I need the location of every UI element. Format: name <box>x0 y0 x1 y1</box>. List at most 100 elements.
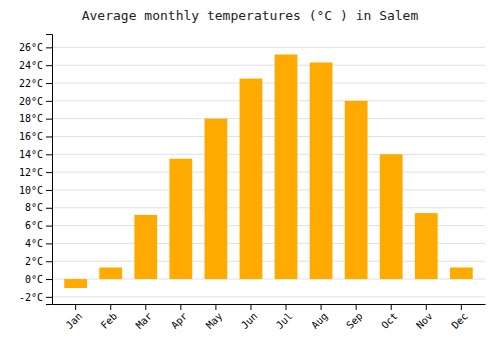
x-tick-label: Apr <box>169 310 190 331</box>
bar <box>345 101 368 279</box>
y-tick-mark <box>46 154 52 155</box>
bar <box>134 215 157 279</box>
x-tick: Jun <box>239 304 260 331</box>
y-tick-label: 14°C <box>19 149 43 160</box>
x-tick-label: Mar <box>134 310 155 331</box>
x-tick-mark <box>286 304 287 310</box>
y-tick-mark <box>46 261 52 262</box>
bar <box>310 63 333 280</box>
x-axis-line <box>53 304 486 305</box>
x-tick-mark <box>145 304 146 310</box>
x-tick: Jul <box>274 304 295 331</box>
x-tick-label: Oct <box>379 310 400 331</box>
y-tick-label: 4°C <box>25 238 43 249</box>
x-tick: Dec <box>449 304 470 331</box>
x-tick-mark <box>356 304 357 310</box>
x-tick: Feb <box>99 304 120 331</box>
y-tick: -2°C <box>19 292 52 303</box>
grid-line <box>52 296 485 297</box>
grid-line <box>52 172 485 173</box>
y-tick-mark <box>46 101 52 102</box>
x-tick-label: Sep <box>344 310 365 331</box>
x-tick: Nov <box>414 304 435 331</box>
y-tick: 26°C <box>19 42 52 53</box>
x-tick-mark <box>180 304 181 310</box>
y-tick-mark <box>46 190 52 191</box>
y-tick: 18°C <box>19 113 52 124</box>
y-tick-mark <box>46 297 52 298</box>
y-tick-mark <box>46 47 52 48</box>
chart-svg: -2°C 0°C 2°C 4°C 6°C 8°C 10°C 12°C 14°C 16°C 18°C 2… <box>0 0 500 350</box>
x-tick: Jan <box>64 304 85 331</box>
y-tick-mark <box>46 208 52 209</box>
y-tick-mark <box>46 243 52 244</box>
plot-area: -2°C 0°C 2°C 4°C 6°C 8°C 10°C 12°C 14°C 16°C 18°C 2… <box>19 35 486 331</box>
y-tick-mark <box>46 119 52 120</box>
y-tick-mark <box>46 65 52 66</box>
y-tick-label: 24°C <box>19 60 43 71</box>
y-tick: 12°C <box>19 167 52 178</box>
y-tick-label: 6°C <box>25 220 43 231</box>
y-tick-label: 8°C <box>25 202 43 213</box>
y-tick: 14°C <box>19 149 52 160</box>
x-tick-mark <box>391 304 392 310</box>
y-tick-mark <box>46 279 52 280</box>
grid-line <box>52 207 485 208</box>
x-tick: Apr <box>169 304 190 331</box>
y-tick: 4°C <box>25 238 52 249</box>
y-tick-mark <box>46 172 52 173</box>
x-tick-label: Dec <box>449 310 470 331</box>
y-axis-line <box>46 35 53 305</box>
x-tick-label: Aug <box>309 310 330 331</box>
x-tick-label: Feb <box>99 310 120 331</box>
x-tick-label: Jul <box>274 310 295 331</box>
y-tick-label: 12°C <box>19 167 43 178</box>
grid-line <box>52 136 485 137</box>
y-tick-label: 20°C <box>19 96 43 107</box>
bar <box>169 159 192 279</box>
grid-line <box>52 100 485 101</box>
y-tick: 16°C <box>19 131 52 142</box>
x-tick-mark <box>215 304 216 310</box>
y-tick: 22°C <box>19 78 52 89</box>
grid-line <box>52 118 485 119</box>
x-tick-mark <box>75 304 76 310</box>
y-tick: 10°C <box>19 185 52 196</box>
title: Average monthly temperatures (°C ) in Sa… <box>82 8 419 23</box>
x-tick-label: Jun <box>239 310 260 331</box>
x-tick-mark <box>250 304 251 310</box>
y-tick-label: 18°C <box>19 113 43 124</box>
y-tick-label: 10°C <box>19 185 43 196</box>
bar <box>415 213 438 279</box>
x-tick-mark <box>461 304 462 310</box>
x-tick: Mar <box>134 304 155 331</box>
y-tick: 6°C <box>25 220 52 231</box>
y-tick-label: 0°C <box>25 274 43 285</box>
y-tick-label: 2°C <box>25 256 43 267</box>
x-tick: Aug <box>309 304 330 331</box>
y-axis: -2°C 0°C 2°C 4°C 6°C 8°C 10°C 12°C 14°C 16°C 18°C 2… <box>19 35 53 305</box>
y-tick-mark <box>46 83 52 84</box>
x-axis: Jan Feb Mar Apr May Jun Jul Aug Sep Oct Nov Dec <box>53 304 486 331</box>
x-tick: May <box>204 304 225 331</box>
x-tick: Oct <box>379 304 400 331</box>
grid-line <box>52 83 485 84</box>
grid-line <box>52 65 485 66</box>
y-tick: 8°C <box>25 202 52 213</box>
y-tick: 20°C <box>19 96 52 107</box>
bar <box>275 54 298 279</box>
bar <box>205 119 228 279</box>
x-tick-label: Jan <box>64 310 85 331</box>
y-tick: 2°C <box>25 256 52 267</box>
bar <box>240 79 263 279</box>
grid <box>52 47 485 297</box>
bar <box>450 267 473 279</box>
bar <box>380 154 403 279</box>
y-tick-mark <box>46 136 52 137</box>
y-tick: 0°C <box>25 274 52 285</box>
grid-line <box>52 47 485 48</box>
y-tick-mark <box>46 226 52 227</box>
x-tick-mark <box>321 304 322 310</box>
x-tick-label: May <box>204 310 225 331</box>
grid-line <box>52 189 485 190</box>
